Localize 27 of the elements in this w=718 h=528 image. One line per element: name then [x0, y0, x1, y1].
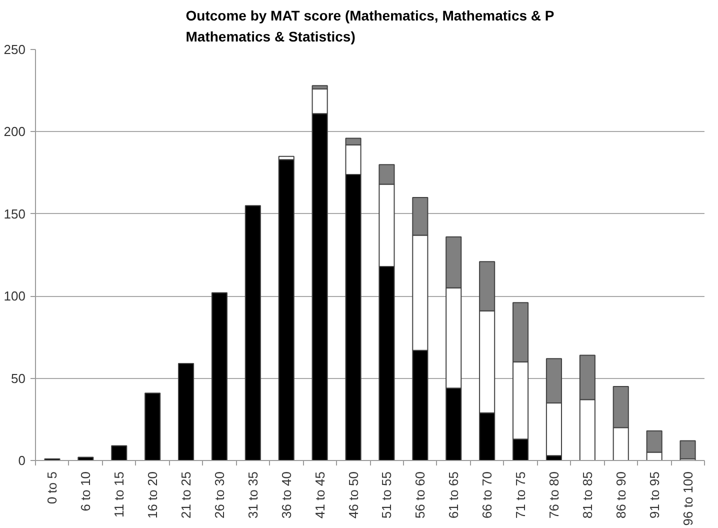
x-tick-label: 56 to 60 — [412, 471, 428, 518]
y-tick-label: 250 — [4, 42, 26, 57]
y-tick-label: 200 — [4, 124, 26, 140]
x-tick-label: 21 to 25 — [178, 471, 194, 518]
y-tick-label: 150 — [4, 206, 26, 222]
y-tick-label: 0 — [18, 453, 26, 468]
x-tick-label: 11 to 15 — [112, 471, 127, 518]
y-tick-label: 50 — [11, 370, 26, 386]
x-tick-label: 71 to 75 — [513, 471, 528, 518]
x-tick-label: 41 to 45 — [312, 471, 328, 518]
x-tick-label: 46 to 50 — [346, 471, 361, 518]
x-tick-label: 51 to 55 — [379, 471, 394, 518]
x-tick-label: 76 to 80 — [546, 471, 562, 518]
x-tick-label: 66 to 70 — [480, 471, 495, 518]
x-tick-label: 0 to 5 — [44, 471, 60, 504]
x-tick-label: 91 to 95 — [646, 471, 662, 518]
x-tick-label: 81 to 85 — [580, 471, 595, 518]
x-tick-label: 26 to 30 — [212, 471, 227, 518]
x-tick-label: 86 to 90 — [613, 471, 628, 518]
chart-title: Outcome by MAT score (Mathematics, Mathematics & P Mathematics & Statistics) — [186, 8, 554, 44]
x-tick-label: 36 to 40 — [278, 471, 294, 518]
y-tick-label: 100 — [4, 288, 26, 304]
x-tick-label: 61 to 65 — [446, 471, 462, 518]
x-tick-label: 16 to 20 — [145, 471, 160, 518]
x-tick-label: 31 to 35 — [245, 471, 260, 518]
x-tick-label: 6 to 10 — [78, 471, 94, 512]
x-tick-label: 96 to 100 — [680, 471, 696, 526]
